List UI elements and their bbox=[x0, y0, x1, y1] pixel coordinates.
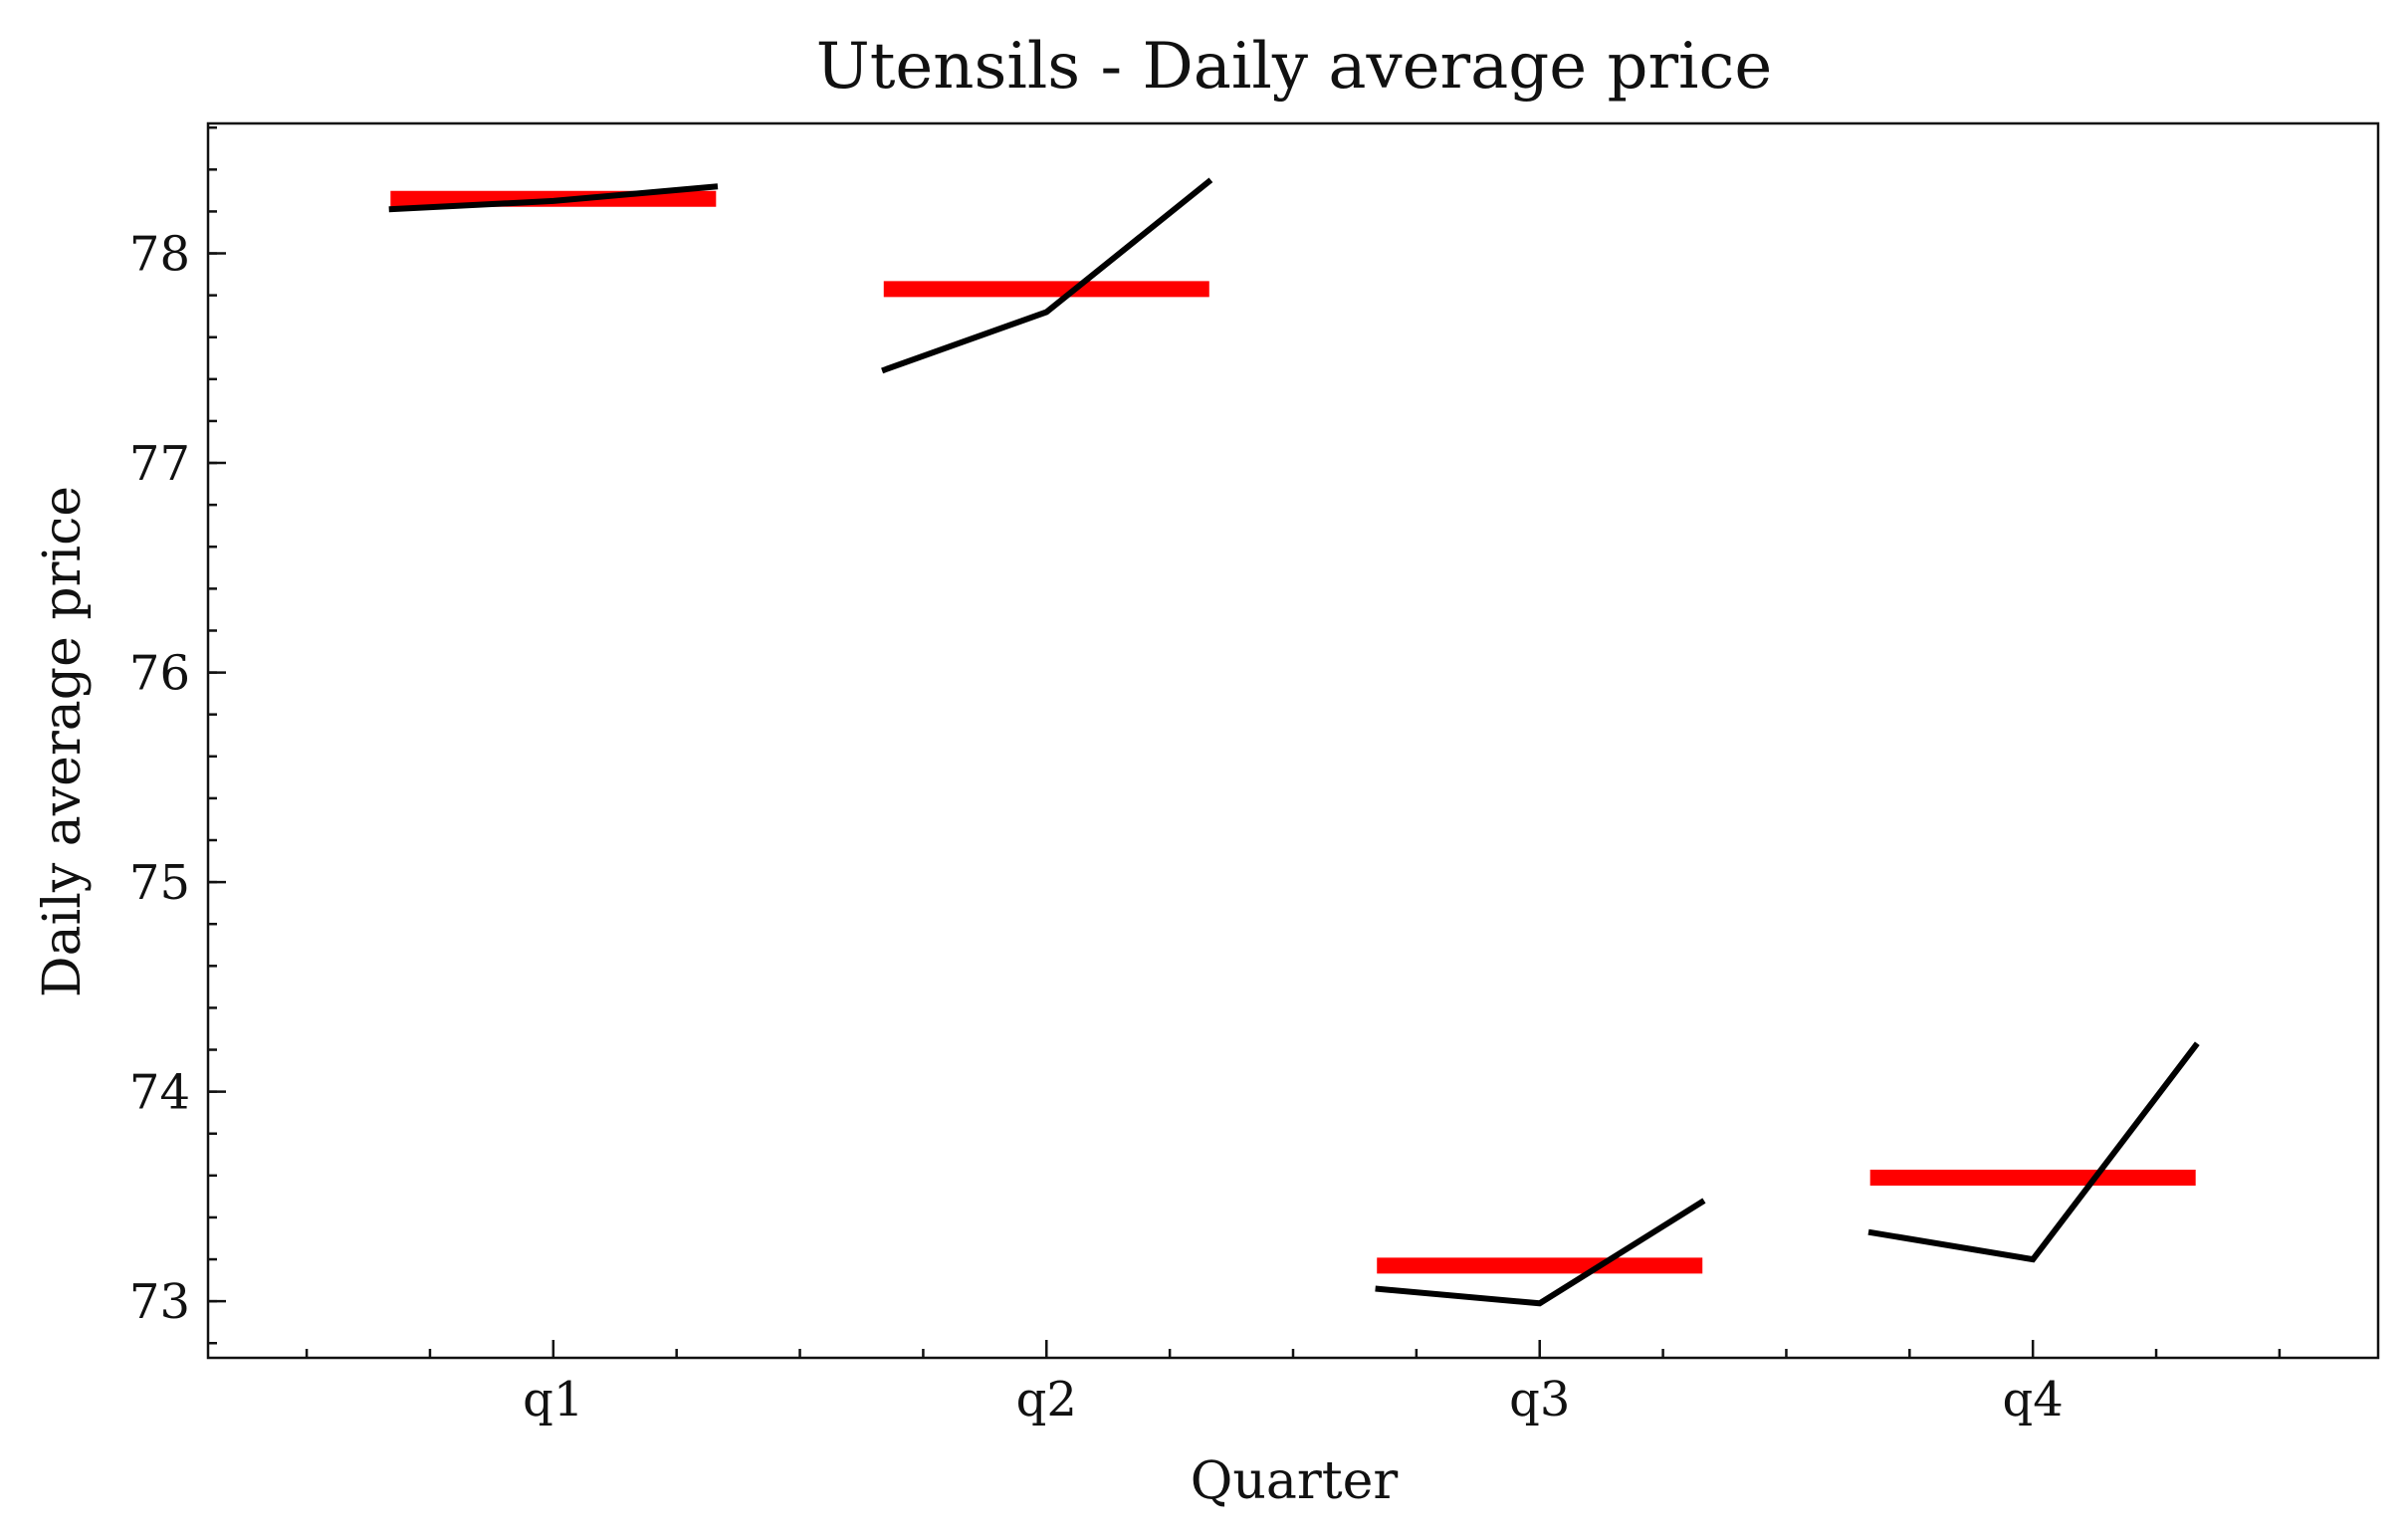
chart-title: Utensils - Daily average price bbox=[816, 30, 1772, 104]
plot-area: 73 74 75 76 77 78 q1 q2 q3 q4 bbox=[129, 121, 2380, 1428]
x-tick-label: q2 bbox=[1016, 1372, 1077, 1428]
x-axis-label: Quarter bbox=[1191, 1451, 1399, 1511]
y-tick-label: 76 bbox=[129, 646, 190, 702]
monthly-line bbox=[388, 183, 719, 213]
monthly-line bbox=[881, 177, 1213, 374]
x-tick-label: q1 bbox=[523, 1372, 583, 1428]
y-axis-label: Daily average price bbox=[33, 486, 93, 997]
x-tick-label: q3 bbox=[1509, 1372, 1570, 1428]
y-tick-label: 77 bbox=[129, 436, 190, 492]
y-tick-label: 75 bbox=[129, 855, 190, 911]
x-tick-label: q4 bbox=[2003, 1372, 2064, 1428]
y-tick-label: 78 bbox=[129, 227, 190, 283]
monthly-line bbox=[1375, 1198, 1706, 1307]
y-tick-label: 73 bbox=[129, 1274, 190, 1330]
y-tick-label: 74 bbox=[129, 1065, 190, 1121]
monthly-line bbox=[1867, 1041, 2200, 1263]
